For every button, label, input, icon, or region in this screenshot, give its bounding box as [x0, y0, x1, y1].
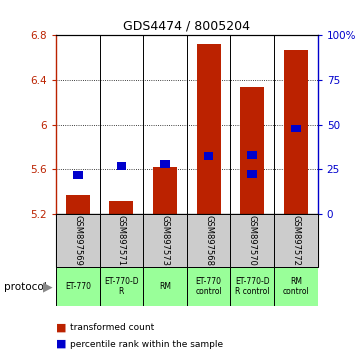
Text: GSM897570: GSM897570: [248, 215, 257, 266]
Bar: [56, 214, 100, 267]
Bar: [247, 151, 257, 159]
Bar: [143, 267, 187, 306]
Bar: [100, 214, 143, 267]
Bar: [160, 160, 170, 167]
Bar: [143, 214, 187, 267]
Text: ■: ■: [56, 339, 66, 349]
Text: GSM897573: GSM897573: [161, 215, 170, 266]
Text: ▶: ▶: [43, 280, 52, 293]
Bar: [247, 170, 257, 178]
Bar: [240, 87, 264, 214]
Text: ET-770: ET-770: [65, 282, 91, 291]
Bar: [274, 267, 318, 306]
Text: ET-770-D
R control: ET-770-D R control: [235, 278, 270, 296]
Text: protocol: protocol: [4, 282, 46, 292]
Bar: [284, 50, 308, 214]
Text: transformed count: transformed count: [70, 323, 155, 332]
Bar: [100, 267, 143, 306]
Text: ET-770-D
R: ET-770-D R: [104, 278, 139, 296]
Bar: [153, 167, 177, 214]
Bar: [274, 214, 318, 267]
Bar: [66, 195, 90, 214]
Bar: [291, 125, 301, 132]
Bar: [197, 44, 221, 214]
Bar: [187, 267, 230, 306]
Text: ET-770
control: ET-770 control: [195, 278, 222, 296]
Text: GSM897572: GSM897572: [291, 215, 300, 266]
Bar: [117, 162, 126, 170]
Text: GSM897569: GSM897569: [73, 215, 82, 266]
Bar: [73, 171, 83, 179]
Text: GSM897571: GSM897571: [117, 215, 126, 266]
Bar: [204, 153, 213, 160]
Text: RM: RM: [159, 282, 171, 291]
Bar: [230, 267, 274, 306]
Text: percentile rank within the sample: percentile rank within the sample: [70, 339, 223, 349]
Title: GDS4474 / 8005204: GDS4474 / 8005204: [123, 20, 250, 33]
Bar: [56, 267, 100, 306]
Bar: [187, 214, 230, 267]
Text: RM
control: RM control: [283, 278, 309, 296]
Bar: [109, 201, 133, 214]
Text: GSM897568: GSM897568: [204, 215, 213, 266]
Bar: [230, 214, 274, 267]
Text: ■: ■: [56, 322, 66, 332]
